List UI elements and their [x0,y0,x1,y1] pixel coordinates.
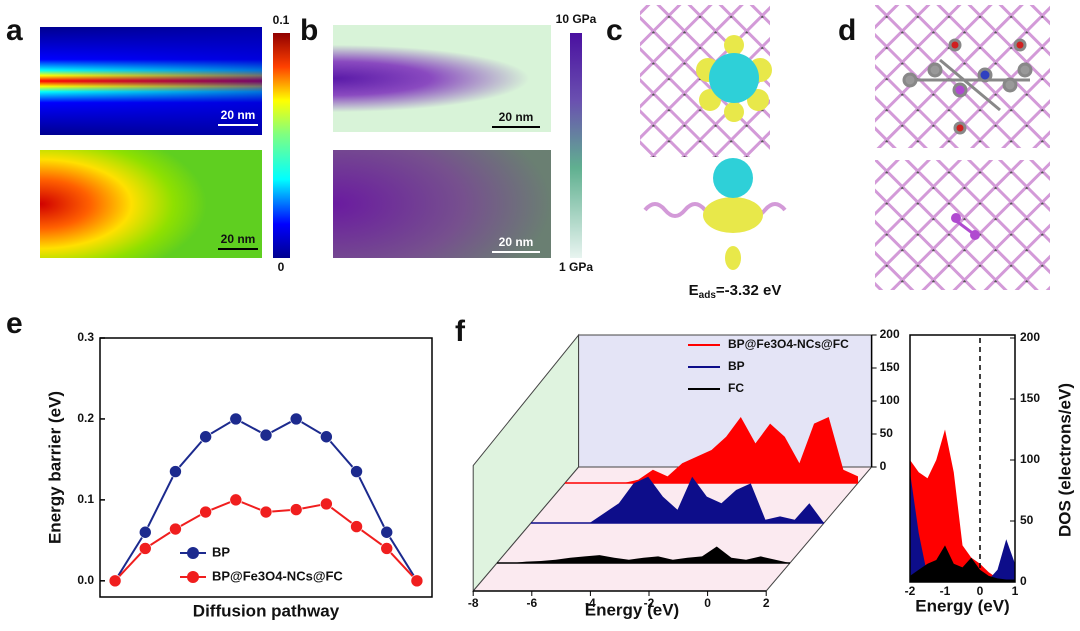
y-tick-label: 200 [880,327,900,341]
y-tick-label: 0.3 [77,330,94,344]
x-tick-label: -1 [940,584,951,598]
colorbar [273,33,290,258]
symbol: E [689,282,699,299]
point [169,465,182,478]
point [138,525,152,539]
series-area [910,429,1015,582]
scale-bar-label: 20 nm [499,235,534,249]
x-tick-label: -6 [526,596,537,610]
point [138,542,152,555]
molecule [902,38,1033,135]
colorbar-label: 0.1 [273,13,290,27]
x-axis-label: Energy (eV) [585,600,679,619]
side-view-density [703,158,763,270]
series-line [114,417,418,582]
y-tick-label: 0 [880,459,887,473]
series-area [497,546,790,563]
scale-bar-label: 20 nm [221,108,256,122]
panel-label: c [606,14,623,47]
legend-label: BP [728,359,745,373]
y-tick-label: 50 [880,426,894,440]
x-axis-label: Energy (eV) [915,596,1009,615]
y-tick-label: 200 [1020,330,1040,344]
y-axis-label: Energy barrier (eV) [45,391,64,544]
panel-label: b [300,14,318,47]
colorbar [570,33,582,258]
x-tick-label: 1 [1012,584,1019,598]
x-tick-label: -4 [585,596,596,610]
point [259,428,273,442]
y-tick-label: 0.0 [77,573,94,587]
panel-label: d [838,14,856,47]
x-tick-label: 0 [977,584,984,598]
panel-label: a [6,14,23,47]
x-tick-label: 2 [763,596,770,610]
value: =-3.32 eV [716,282,781,299]
subscript: ads [699,290,717,301]
y-tick-label: 0.2 [77,411,94,425]
legend-label: BP@Fe3O4-NCs@FC [212,568,343,583]
point [410,574,424,588]
point [259,505,273,519]
point [320,430,333,444]
heatmap [40,150,262,258]
legend-label: BP [212,544,230,559]
charge-density [696,35,772,122]
heatmap [333,150,551,258]
point [350,520,363,533]
adsorption-energy: Eads=-3.32 eV [689,282,782,301]
colorbar-label: 0 [278,260,285,274]
point [380,542,394,555]
panel-label: e [6,307,23,340]
adatom [951,213,980,240]
point [350,465,363,478]
x-tick-label: -2 [644,596,655,610]
point [380,525,394,539]
point [199,430,212,444]
y-axis-label: DOS (electrons/eV) [1055,383,1074,537]
scale-bar-label: 20 nm [499,110,534,124]
plot-frame [909,334,1016,583]
panel-label: f [455,315,466,348]
y-tick-label: 150 [880,360,900,374]
point [229,412,243,426]
legend-label: FC [728,381,744,395]
y-tick-label: 0.1 [77,492,94,506]
colorbar-label: 10 GPa [556,12,597,26]
colorbar-label: 1 GPa [559,260,593,274]
x-tick-label: -8 [468,596,479,610]
legend-label: BP@Fe3O4-NCs@FC [728,337,849,351]
series-area [910,545,1015,582]
point [229,493,243,507]
x-tick-label: 0 [704,596,711,610]
y-tick-label: 100 [880,393,900,407]
heatmap [333,25,551,132]
y-tick-label: 150 [1020,391,1040,405]
legend-marker [187,547,199,559]
x-tick-label: -2 [905,584,916,598]
y-tick-label: 50 [1020,513,1034,527]
point [289,412,303,426]
x-axis-label: Diffusion pathway [193,601,340,620]
plot-frame [99,337,433,598]
point [289,503,303,516]
point [108,574,122,588]
heatmap-shade [40,27,262,135]
y-tick-label: 0 [1020,574,1027,588]
point [320,497,333,511]
scale-bar-label: 20 nm [221,232,256,246]
point [169,522,182,536]
y-tick-label: 100 [1020,452,1040,466]
legend-marker [187,571,199,583]
series-area [565,417,858,483]
point [199,505,212,519]
series-area [531,476,824,523]
